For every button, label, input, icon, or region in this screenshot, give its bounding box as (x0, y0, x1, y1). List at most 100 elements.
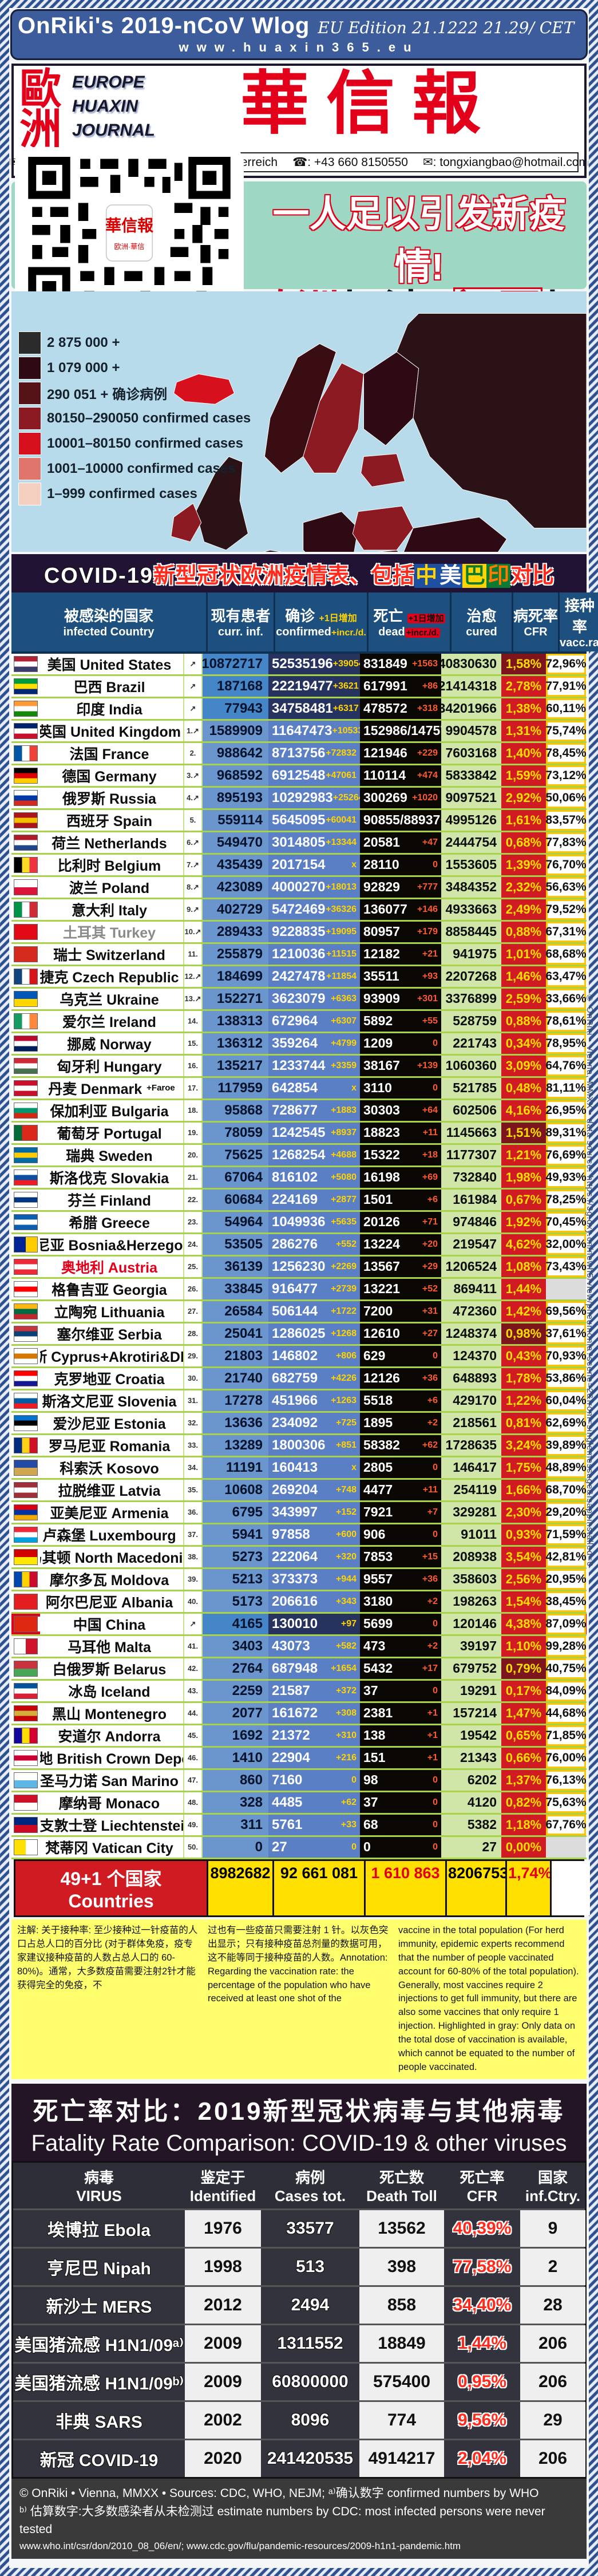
country-rank-link[interactable]: 47. (183, 1769, 203, 1791)
country-rank-link[interactable]: 35. (183, 1479, 203, 1500)
country-rank-link[interactable]: 42. (183, 1658, 203, 1679)
country-rank-link[interactable]: 46. (183, 1747, 203, 1768)
confirmed-daily-increase: +4799 (331, 1038, 357, 1048)
country-row: 挪威 Norway 15. 136312 359264 +4799 1209 0 2… (11, 1033, 587, 1056)
cured-value: 19542 (441, 1725, 501, 1746)
country-rank-link[interactable]: 33. (183, 1435, 203, 1456)
country-rank-link[interactable]: 3.↗ (183, 765, 203, 786)
country-rank-link[interactable]: 30. (183, 1368, 203, 1389)
country-rank-link[interactable]: 2. (183, 742, 203, 764)
legend-label: 80150–290050 confirmed cases (47, 410, 251, 426)
country-rank-link[interactable]: 28. (183, 1323, 203, 1344)
annotation-col-1: 注解: 关于接种率: 至少接种过一针疫苗的人口占总人口的百分比 (对于群体免疫，… (17, 1925, 198, 1990)
country-rank-link[interactable]: 40. (183, 1591, 203, 1612)
country-name: 立陶宛 Lithuania (40, 1301, 183, 1322)
country-rank-link[interactable]: ↗ (183, 698, 203, 719)
masthead: OnRiki's 2019-nCoV Wlog EU Edition 21.12… (10, 9, 588, 60)
country-name: 冰岛 Iceland (40, 1680, 183, 1701)
country-flag-icon (11, 832, 40, 853)
country-rank-link[interactable]: 4.↗ (183, 787, 203, 808)
edition-timestamp: EU Edition 21.1222 21.29/ CET (318, 18, 575, 37)
cured-value: 679752 (441, 1658, 501, 1679)
country-rank-link[interactable]: ↗ (183, 653, 203, 674)
country-rank-link[interactable]: 13.↗ (183, 988, 203, 1009)
country-rank-link[interactable]: 49. (183, 1814, 203, 1835)
country-rank-link[interactable]: 44. (183, 1702, 203, 1724)
country-rank-link[interactable]: 34. (183, 1457, 203, 1478)
country-rank-link[interactable]: 11. (183, 943, 203, 965)
country-row: 安道尔 Andorra 45. 1692 21372 +310 138 +1 195… (11, 1725, 587, 1748)
country-rank-link[interactable]: 24. (183, 1234, 203, 1255)
country-rank-link[interactable]: 15. (183, 1033, 203, 1054)
email-address[interactable]: ✉: tongxiangbao@hotmail.com (422, 155, 589, 169)
country-rank-link[interactable]: 27. (183, 1301, 203, 1322)
country-name: 英国 United Kingdom (40, 720, 183, 741)
dead-value: 12610 +27 (360, 1323, 441, 1344)
logo-word-europe: EUROPE (72, 73, 145, 92)
confirmed-value: 286276 +552 (268, 1234, 360, 1255)
country-rank-link[interactable]: 39. (183, 1568, 203, 1590)
country-flag-icon (11, 1279, 40, 1299)
website-url[interactable]: www.huaxin365.eu (179, 40, 419, 54)
country-rank-link[interactable]: 22. (183, 1189, 203, 1210)
country-rank-link[interactable]: 1.↗ (183, 720, 203, 741)
country-rank-link[interactable]: 7.↗ (183, 854, 203, 875)
country-rank-link[interactable]: 26. (183, 1278, 203, 1299)
country-name: 希腊 Greece (40, 1211, 183, 1232)
dead-daily-increase: 0 (433, 1775, 438, 1785)
country-rank-link[interactable]: 8.↗ (183, 876, 203, 898)
country-rank-link[interactable]: 16. (183, 1055, 203, 1076)
country-rank-link[interactable]: 20. (183, 1144, 203, 1165)
country-name: 安道尔 Andorra (40, 1725, 183, 1746)
country-rank-link[interactable]: 25. (183, 1256, 203, 1277)
sources-urls[interactable]: www.who.int/csr/don/2010_08_06/en/; www.… (19, 2540, 461, 2551)
vaccination-rate-value: 70,93% (546, 1345, 586, 1366)
cfr-value: 1,44% (501, 1278, 546, 1299)
virus-name: 美国猪流感 H1N1/09ᵇ⁾ (13, 2364, 185, 2400)
confirmed-daily-increase: +216 (335, 1752, 357, 1763)
country-name: 乌克兰 Ukraine (40, 988, 183, 1009)
current-infected-value: 13636 (203, 1412, 268, 1433)
country-rank-link[interactable]: 29. (183, 1345, 203, 1366)
country-rank-link[interactable]: 9.↗ (183, 899, 203, 920)
country-rank-link[interactable]: 41. (183, 1635, 203, 1657)
country-rank-link[interactable]: 48. (183, 1792, 203, 1813)
country-rank-link[interactable]: 32. (183, 1412, 203, 1433)
country-rank-link[interactable]: 18. (183, 1100, 203, 1121)
covid-table: 被感染的国家 infected Country 现有患者 curr. inf. … (11, 592, 598, 1917)
confirmed-daily-increase: +62 (340, 1797, 357, 1807)
country-rank-link[interactable]: 19. (183, 1122, 203, 1143)
country-flag-icon (11, 1480, 40, 1500)
country-rank-link[interactable]: 37. (183, 1524, 203, 1545)
dead-value: 20581 +47 (360, 832, 441, 853)
cfr-value: 1,39% (501, 854, 546, 875)
fatality-title-cn: 死亡率对比：2019新型冠状病毒与其他病毒 (33, 2097, 565, 2125)
country-rank-link[interactable]: 10.↗ (183, 921, 203, 942)
country-rank-link[interactable]: 6.↗ (183, 832, 203, 853)
confirmed-value: 206616 +343 (268, 1591, 360, 1612)
country-rank-link[interactable]: 36. (183, 1502, 203, 1523)
country-rank-link[interactable]: 38. (183, 1546, 203, 1567)
country-rank-link[interactable]: 45. (183, 1725, 203, 1746)
virus-total-cases: 8096 (261, 2402, 359, 2439)
country-rank-link[interactable]: 21. (183, 1167, 203, 1188)
dead-value: 629 0 (360, 1345, 441, 1366)
country-rank-link[interactable]: 17. (183, 1077, 203, 1099)
country-rank-link[interactable]: 14. (183, 1010, 203, 1032)
country-name: 西班牙 Spain (40, 809, 183, 831)
country-rank-link[interactable]: 31. (183, 1390, 203, 1411)
country-rank-link[interactable]: 50. (183, 1836, 203, 1858)
country-rank-link[interactable]: 43. (183, 1680, 203, 1701)
virus-total-cases: 2494 (261, 2287, 359, 2324)
current-infected-value: 1692 (203, 1725, 268, 1746)
vaccination-rate-value: 76,69% (546, 1144, 586, 1165)
country-rank-link[interactable]: 23. (183, 1211, 203, 1232)
country-rank-link[interactable]: ↗ (183, 675, 203, 697)
country-rank-link[interactable]: 5. (183, 809, 203, 831)
virus-table-header: 病毒 VIRUS 鉴定于 Identified 病例 Cases tot. 死亡数 De… (13, 2163, 585, 2208)
virus-name: 美国猪流感 H1N1/09ᵃ⁾ (13, 2325, 185, 2362)
dead-daily-increase: +1 (427, 1708, 438, 1718)
country-rank-link[interactable]: ↗ (183, 1613, 203, 1634)
country-rank-link[interactable]: 12.↗ (183, 966, 203, 987)
phone-number[interactable]: ☎: +43 660 8150550 (292, 155, 408, 169)
